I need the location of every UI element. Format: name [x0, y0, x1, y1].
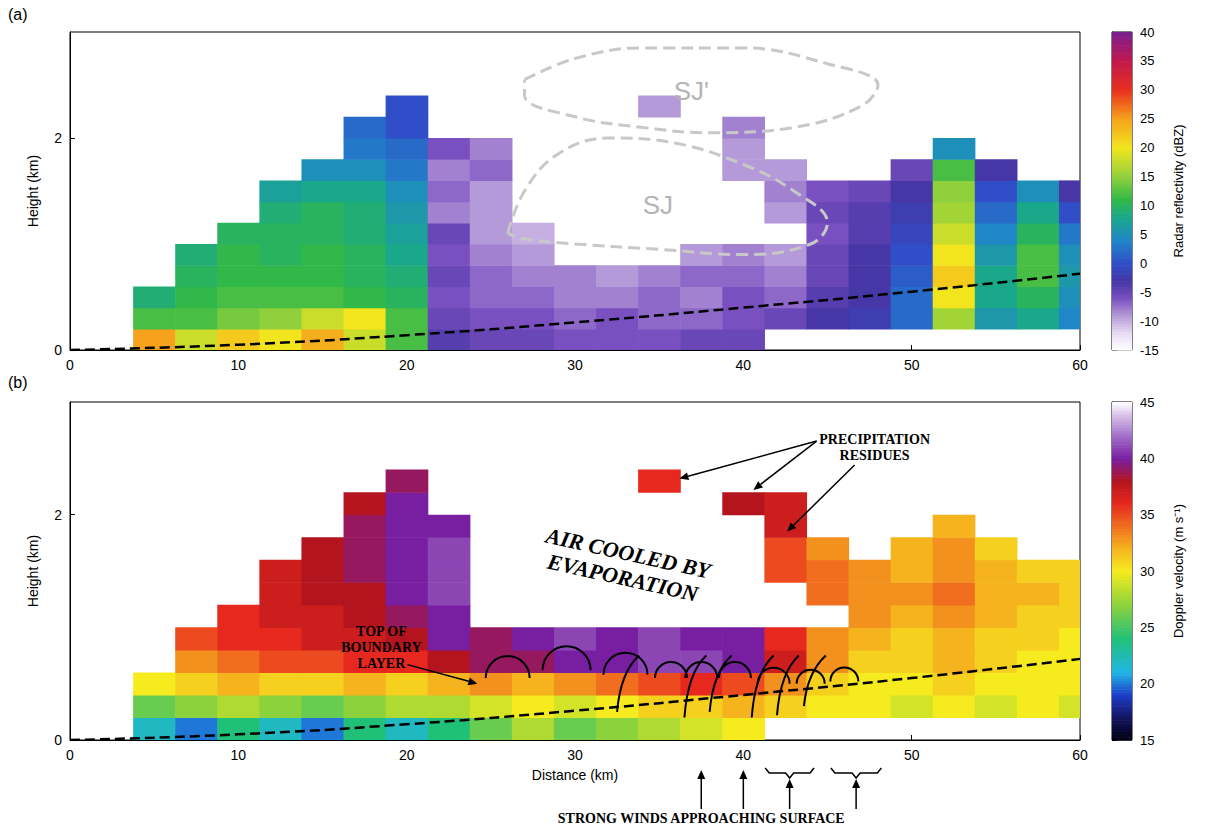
- svg-text:15: 15: [1140, 169, 1154, 184]
- svg-text:TOP OF: TOP OF: [356, 624, 407, 639]
- svg-text:LAYER: LAYER: [358, 656, 407, 671]
- svg-text:40: 40: [1140, 451, 1154, 466]
- svg-text:20: 20: [399, 357, 415, 373]
- svg-text:(b): (b): [8, 374, 28, 391]
- svg-text:Doppler velocity (m s⁻¹): Doppler velocity (m s⁻¹): [1171, 504, 1186, 638]
- svg-text:2: 2: [54, 130, 62, 146]
- svg-text:0: 0: [66, 747, 74, 763]
- svg-text:-10: -10: [1140, 314, 1159, 329]
- svg-text:30: 30: [567, 747, 583, 763]
- svg-text:20: 20: [399, 747, 415, 763]
- svg-text:2: 2: [54, 507, 62, 523]
- svg-text:50: 50: [904, 747, 920, 763]
- svg-text:Radar reflectivity (dBZ): Radar reflectivity (dBZ): [1171, 125, 1186, 258]
- svg-text:15: 15: [1140, 733, 1154, 748]
- svg-text:50: 50: [904, 357, 920, 373]
- svg-text:0: 0: [66, 357, 74, 373]
- svg-text:Distance (km): Distance (km): [532, 767, 618, 783]
- svg-text:30: 30: [567, 357, 583, 373]
- svg-text:60: 60: [1072, 747, 1088, 763]
- svg-text:-15: -15: [1140, 343, 1159, 358]
- svg-text:0: 0: [1140, 256, 1147, 271]
- svg-text:0: 0: [54, 732, 62, 748]
- svg-text:Height (km): Height (km): [25, 535, 41, 607]
- svg-text:30: 30: [1140, 564, 1154, 579]
- svg-text:35: 35: [1140, 53, 1154, 68]
- svg-text:20: 20: [1140, 140, 1154, 155]
- svg-text:35: 35: [1140, 507, 1154, 522]
- svg-text:40: 40: [1140, 25, 1154, 40]
- svg-text:40: 40: [736, 747, 752, 763]
- svg-text:25: 25: [1140, 620, 1154, 635]
- svg-text:AIR COOLED BY: AIR COOLED BY: [543, 522, 713, 584]
- svg-text:STRONG WINDS APPROACHING SURFA: STRONG WINDS APPROACHING SURFACE: [558, 811, 845, 826]
- svg-text:RESIDUES: RESIDUES: [840, 448, 910, 463]
- svg-text:30: 30: [1140, 82, 1154, 97]
- svg-text:10: 10: [1140, 198, 1154, 213]
- svg-text:5: 5: [1140, 227, 1147, 242]
- svg-text:PRECIPITATION: PRECIPITATION: [819, 432, 930, 447]
- svg-text:SJ: SJ: [643, 190, 673, 220]
- svg-text:40: 40: [736, 357, 752, 373]
- svg-text:SJ': SJ': [674, 76, 709, 106]
- svg-text:(a): (a): [8, 6, 28, 23]
- svg-text:10: 10: [231, 357, 247, 373]
- svg-text:0: 0: [54, 342, 62, 358]
- svg-text:EVAPORATION: EVAPORATION: [544, 548, 701, 606]
- svg-text:10: 10: [231, 747, 247, 763]
- svg-text:-5: -5: [1140, 285, 1152, 300]
- svg-text:BOUNDARY: BOUNDARY: [341, 640, 421, 655]
- svg-text:Height (km): Height (km): [25, 155, 41, 227]
- svg-text:20: 20: [1140, 676, 1154, 691]
- svg-text:25: 25: [1140, 111, 1154, 126]
- svg-text:60: 60: [1072, 357, 1088, 373]
- svg-text:45: 45: [1140, 395, 1154, 410]
